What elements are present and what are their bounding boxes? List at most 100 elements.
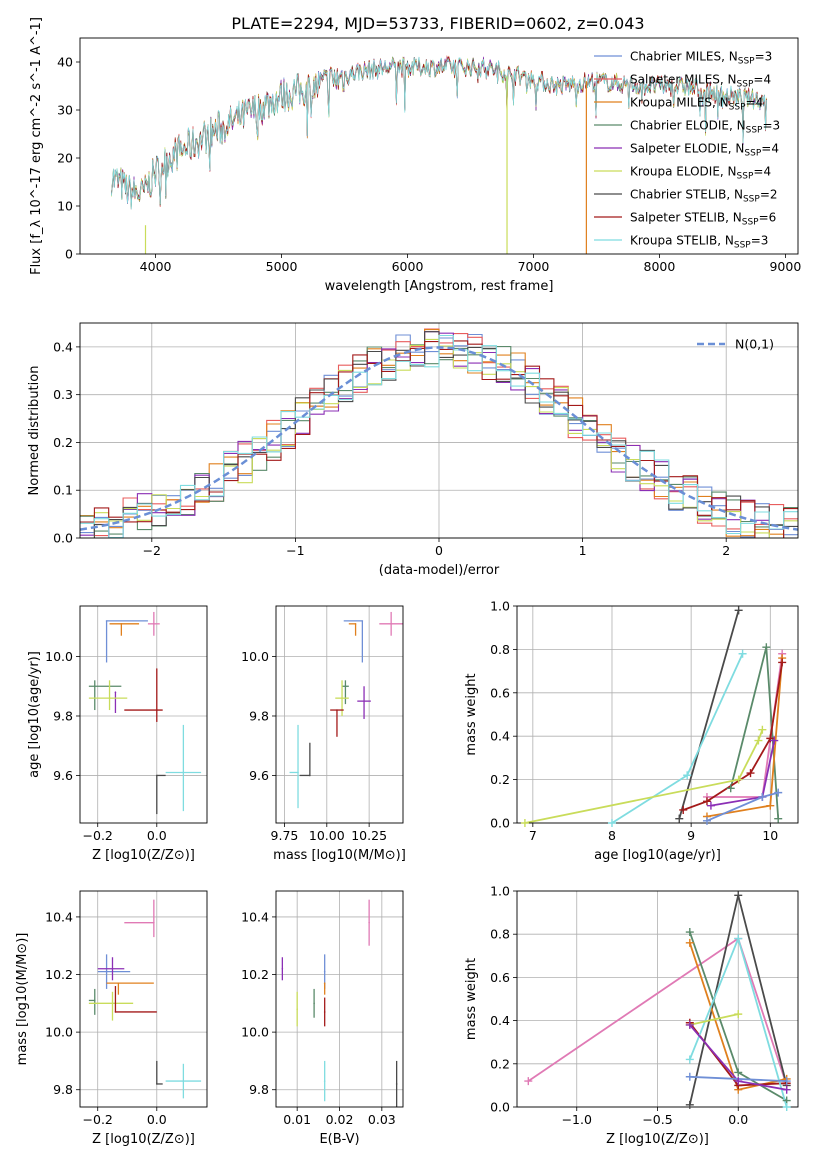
age-vs-Z-point <box>108 697 111 699</box>
spectrum-legend-label: Chabrier STELIB, NSSP=2 <box>630 188 778 205</box>
mass-vs-Z-ylabel: mass [log10(M/M⊙)] <box>15 933 30 1066</box>
mass-vs-EBV-ytick-label: 10.2 <box>241 967 269 982</box>
weight-vs-age-series-line <box>524 729 764 823</box>
weight-vs-Z-ytick-label: 1.0 <box>490 884 510 899</box>
residuals-xlabel: (data-model)/error <box>379 563 500 578</box>
age-vs-mass-point <box>309 774 311 777</box>
weight-vs-Z-marker <box>685 1072 694 1081</box>
spectrum-xlabel: wavelength [Angstrom, rest frame] <box>325 279 554 294</box>
mass-vs-EBV-point <box>323 982 326 984</box>
residuals-ytick-label: 0.4 <box>53 339 73 354</box>
mass-vs-Z-xtick-label: 0.0 <box>147 1112 167 1127</box>
spectrum-ylabel: Flux [f_λ 10^-17 erg cm^-2 s^-1 A^-1] <box>29 17 44 275</box>
legend-value: =4 <box>746 96 764 110</box>
spectrum-xtick-label: 8000 <box>644 259 676 274</box>
weight-vs-age-plot-area <box>524 610 784 823</box>
weight-vs-Z-marker <box>734 1077 743 1086</box>
mass-vs-EBV-point <box>323 970 326 973</box>
spectrum-ytick-label: 30 <box>57 103 73 118</box>
weight-vs-Z-marker <box>782 1085 791 1094</box>
spectrum-xtick-label: 4000 <box>140 259 172 274</box>
residuals-xtick-label: 1 <box>579 543 587 558</box>
residuals-ytick-label: 0.3 <box>53 387 73 402</box>
age-vs-mass-plot-area <box>289 611 403 809</box>
mass-vs-Z-point <box>153 921 155 924</box>
spectrum-xtick-label: 9000 <box>769 259 801 274</box>
mass-vs-Z-point <box>93 999 96 1002</box>
weight-vs-age-xtick-label: 10 <box>762 828 778 843</box>
mass-vs-EBV-point <box>313 1002 315 1005</box>
legend-subscript: SSP <box>742 218 759 228</box>
age-vs-Z-xlabel: Z [log10(Z/Z⊙)] <box>92 848 195 863</box>
mass-vs-Z-panel: −0.2 0.0 9.8 10.0 10.2 10.4 Z [log10(Z/Z⊙)] mas… <box>15 890 208 1147</box>
spectrum-legend-label: Kroupa STELIB, NSSP=3 <box>630 234 768 251</box>
residuals-panel: −2 −1 0 1 2 0.0 0.1 0.2 0.3 0.4 (data-model)/error… <box>27 322 799 578</box>
weight-vs-Z-series-line <box>689 1013 739 1026</box>
weight-vs-age-xtick-label: 9 <box>687 828 695 843</box>
mass-vs-EBV-xtick-label: 0.01 <box>283 1112 311 1127</box>
weight-vs-age-series-line <box>678 610 740 819</box>
legend-value: =4 <box>753 165 771 179</box>
mass-vs-EBV-plot-area <box>281 899 398 1107</box>
gaussian-legend-label: N(0,1) <box>735 337 774 352</box>
mass-vs-Z-ytick-label: 10.4 <box>45 909 73 924</box>
weight-vs-age-marker <box>734 606 743 615</box>
weight-vs-age-xtick-label: 7 <box>529 828 537 843</box>
age-vs-mass-xtick-label: 10.25 <box>351 828 387 843</box>
spectrum-legend-label: Salpeter STELIB, NSSP=6 <box>630 211 776 228</box>
weight-vs-age-marker <box>738 649 747 658</box>
mass-vs-Z-point <box>117 982 120 984</box>
age-vs-Z-ylabel: age [log10(age/yr)] <box>27 651 42 778</box>
age-vs-mass-panel: 9.75 10.00 10.25 9.6 9.8 10.0 mass [log10(M/M⊙… <box>241 605 406 863</box>
weight-vs-age-marker <box>706 801 715 810</box>
weight-vs-age-marker <box>762 643 771 652</box>
age-vs-Z-point <box>182 771 185 774</box>
weight-vs-age-frame <box>516 605 799 824</box>
spectrum-legend-label: Kroupa MILES, NSSP=4 <box>630 96 763 113</box>
residuals-ytick-label: 0.1 <box>53 483 73 498</box>
spectrum-frame <box>79 37 799 255</box>
weight-vs-age-marker <box>734 775 743 784</box>
weight-vs-age-marker <box>778 658 787 667</box>
weight-vs-Z-marker <box>685 928 694 937</box>
age-vs-Z-xtick-label: 0.0 <box>147 828 167 843</box>
spectrum-ytick-label: 40 <box>57 55 73 70</box>
residuals-xtick-label: 0 <box>435 543 443 558</box>
age-vs-Z-point <box>114 691 117 694</box>
weight-vs-Z-xlabel: Z [log10(Z/Z⊙)] <box>606 1132 709 1147</box>
spectrum-legend-label: Kroupa ELODIE, NSSP=4 <box>630 165 771 182</box>
residuals-frame <box>79 322 799 539</box>
residuals-xtick-label: −2 <box>143 543 161 558</box>
weight-vs-Z-ylabel: mass weight <box>464 958 479 1040</box>
weight-vs-age-marker <box>607 819 616 827</box>
legend-subscript: SSP <box>743 195 760 205</box>
weight-vs-age-marker <box>774 814 783 823</box>
residuals-ytick-label: 0.2 <box>53 435 73 450</box>
weight-vs-Z-ytick-label: 0.6 <box>490 970 510 985</box>
spectrum-legend-label: Chabrier MILES, NSSP=3 <box>630 50 772 67</box>
weight-vs-Z-ytick-label: 0.8 <box>490 927 510 942</box>
legend-value: =3 <box>755 50 773 64</box>
mass-vs-EBV-point <box>323 1011 326 1013</box>
legend-value: =2 <box>760 188 778 202</box>
residuals-xtick-label: −1 <box>286 543 304 558</box>
weight-vs-Z-marker <box>734 1068 743 1077</box>
weight-vs-age-ylabel: mass weight <box>464 673 479 755</box>
weight-vs-Z-marker <box>782 1077 791 1086</box>
spectrum-xtick-label: 6000 <box>392 259 424 274</box>
weight-vs-age-marker <box>758 725 767 734</box>
mass-vs-EBV-point <box>395 1083 398 1085</box>
gaussian-curve <box>80 346 798 531</box>
spectrum-series-line <box>111 56 767 210</box>
weight-vs-Z-ytick-label: 0.4 <box>490 1013 510 1028</box>
residuals-ytick-label: 0.0 <box>53 531 73 546</box>
age-vs-Z-ytick-label: 10.0 <box>45 649 73 664</box>
mass-vs-EBV-point <box>323 1080 326 1082</box>
residuals-xtick-label: 2 <box>722 543 730 558</box>
legend-value: =6 <box>759 211 777 225</box>
mass-vs-EBV-ytick-label: 9.8 <box>249 1082 269 1097</box>
weight-vs-age-xtick-label: 8 <box>608 828 616 843</box>
weight-vs-age-marker <box>770 736 779 745</box>
weight-vs-Z-panel: −1.0 −0.5 0.0 0.0 0.2 0.4 0.6 0.8 1.0 Z [log10(Z/… <box>464 884 799 1147</box>
